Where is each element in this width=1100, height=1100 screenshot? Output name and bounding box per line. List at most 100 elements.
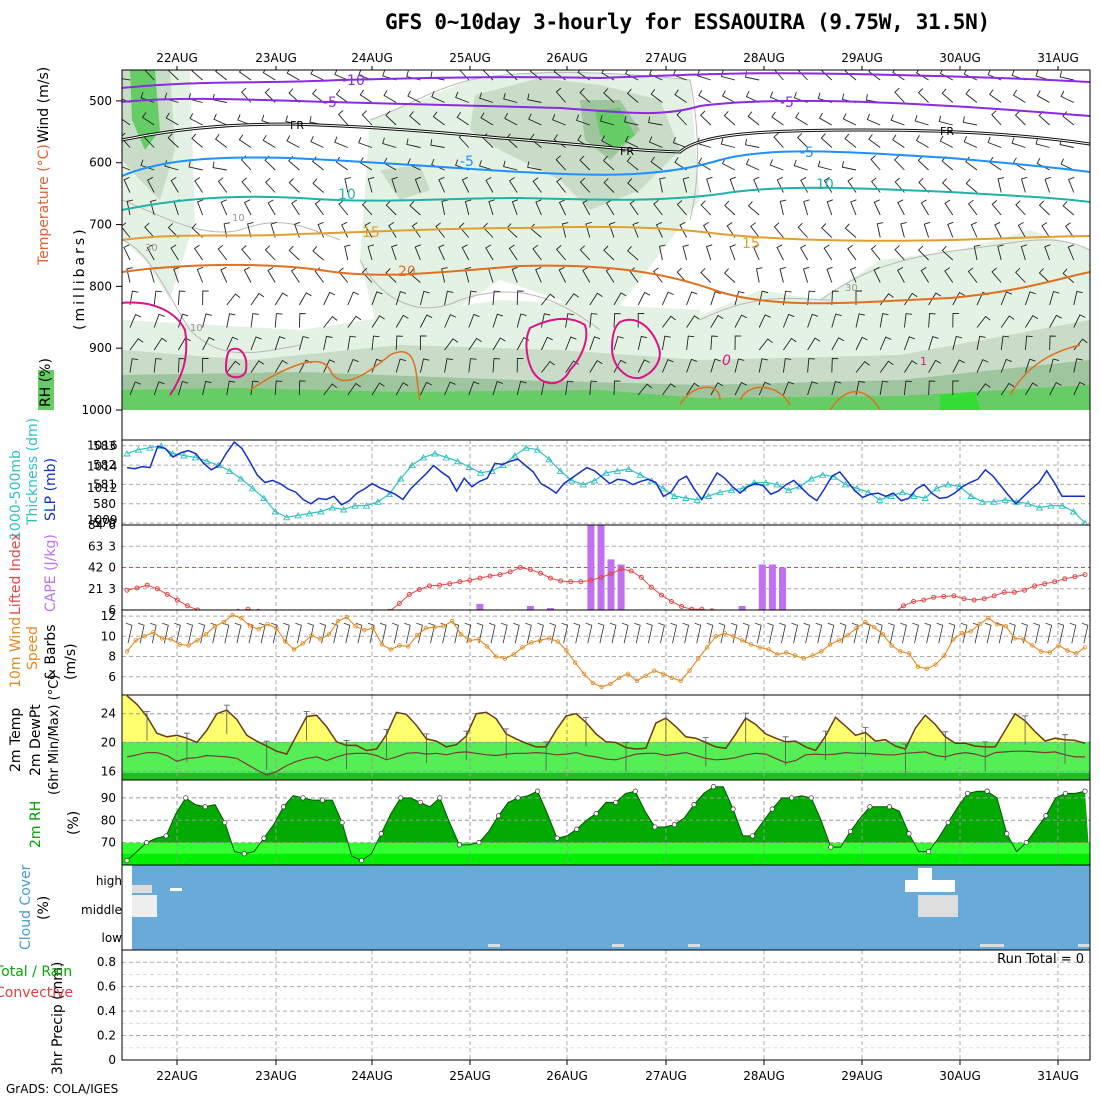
rh-point [476,840,482,846]
wind-barb [298,313,306,328]
wind-barb [779,199,787,216]
li-point [578,579,584,585]
thickness-point [545,455,553,463]
wind-barb [391,244,398,261]
thickness-point [225,467,234,474]
wind-barb [589,292,603,306]
thickness-point [237,475,245,482]
li-point [941,594,947,599]
wind-barb [511,266,518,283]
wind-barb [613,380,621,396]
wind-barb [626,88,639,103]
wind-barb [585,221,592,238]
wind-barb [461,244,470,261]
wind-barb [504,112,518,126]
wind-barb [196,266,204,283]
wind-barb [288,178,300,193]
wind-barb [831,358,839,373]
wind-point [344,614,349,620]
wind-barb [395,382,409,396]
wind-barb [479,92,494,103]
wind-barb [650,156,663,171]
thickness-point [374,498,382,505]
cape-bar [547,608,554,610]
wind-barb [1049,335,1057,351]
wind-barb [912,622,919,644]
wind-barb [970,221,978,238]
contour-labels: -10 -5 -5 FR FR FR -5 -5 10 10 15 15 20 … [145,73,954,369]
wind-barb [924,622,932,644]
wind-barb [1041,222,1050,238]
wind-barb [455,91,469,103]
thickness-point [613,467,622,474]
wind-barb [553,134,566,148]
wind-barb [721,90,736,103]
label-fr-1: FR [290,119,304,132]
wind-barb [541,360,555,373]
rh-point [750,833,756,839]
wind-barb [212,161,227,171]
wind-barb [807,313,819,328]
wind-barb [634,622,641,644]
wind-barb [508,177,518,193]
wind-barb [1038,268,1050,283]
thickness-point [157,442,165,449]
ytick-label: 700 [89,218,112,232]
minmax-whisker [223,704,230,735]
wind-barb [914,115,929,126]
minmax-whisker [144,711,150,741]
minmax-whisker [982,741,989,771]
wind-barb [294,221,301,238]
wind-barb [928,380,936,396]
wind-barb [873,266,881,283]
wind-barb [125,622,133,644]
wind-barb [1024,291,1036,306]
wind-barb [613,292,627,306]
wind-barb [944,267,954,283]
wind-barb [194,177,203,193]
wind-barb [686,335,695,351]
wind-barb [549,622,556,644]
wind-barb [997,244,1004,261]
wind-barb [468,381,480,396]
wind-barb [797,70,808,81]
wind-barb [419,314,433,328]
wind-barb [936,622,944,644]
wind-barb [866,113,881,126]
wind-barb [632,221,639,238]
date-label-top: 28AUG [743,51,785,65]
label-orange-1: 20 [398,264,416,280]
wind-barb [438,176,446,193]
label-blue-2: -5 [800,145,814,161]
wind-barb [511,199,519,216]
wind-barb [1068,176,1075,193]
wind-point [511,652,516,657]
wind-barb [129,358,139,373]
wind-barb [561,222,569,238]
thickness-point [990,498,998,505]
date-label-top: 30AUG [939,51,981,65]
ytick-label: 1016 [87,438,118,452]
wind-barb [565,336,577,351]
wind-barb [312,178,324,193]
li-point [981,596,987,602]
wind-barb [718,622,726,644]
wind-barb [903,336,915,351]
wind-barb [994,221,1002,238]
cape-bar [738,606,746,610]
wind-point [1047,650,1052,655]
wind-point [388,647,393,652]
wind-barb [803,199,810,216]
ytick-label: 16 [101,764,116,778]
wind-barb [153,358,162,373]
wind-barb [419,290,430,306]
li-point [497,572,503,578]
wind-barb [941,88,954,103]
wind-barb [444,338,459,351]
wind-barb [444,381,456,396]
wind-barb [724,200,736,216]
wind-barb [928,359,942,373]
date-label-bottom: 30AUG [939,1069,981,1083]
wind-barb [773,132,784,148]
thickness-point [590,477,599,484]
